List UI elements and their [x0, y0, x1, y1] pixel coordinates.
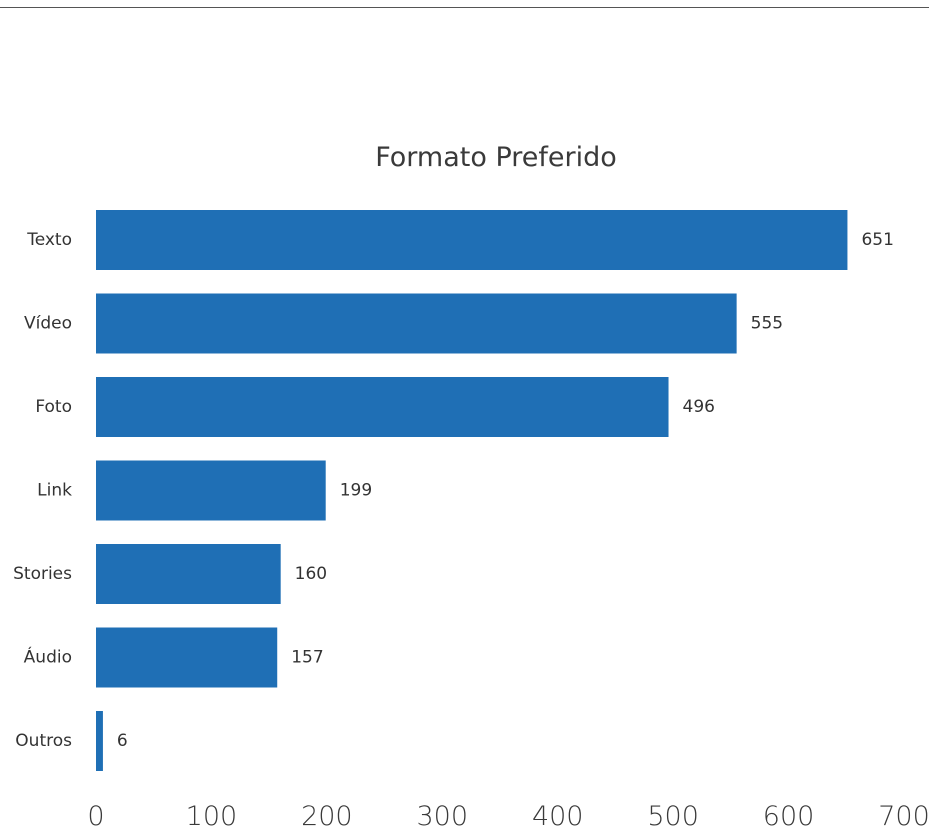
- bars-group: [96, 210, 848, 771]
- category-label-0: Texto: [26, 230, 72, 250]
- category-label-6: Outros: [15, 731, 72, 751]
- value-label-2: 496: [683, 397, 715, 417]
- bar-2: [96, 377, 669, 437]
- value-label-1: 555: [751, 314, 783, 334]
- category-labels-group: Texto Vídeo Foto Link Stories Áudio Outros: [13, 230, 72, 751]
- x-tick-label-5: 500: [647, 801, 699, 829]
- bar-4: [96, 544, 281, 604]
- chart-title: Formato Preferido: [375, 142, 617, 173]
- x-tick-label-4: 400: [532, 801, 584, 829]
- bar-3: [96, 460, 326, 521]
- top-divider-line: [0, 7, 929, 8]
- bar-1: [96, 293, 737, 354]
- value-label-5: 157: [291, 648, 323, 668]
- value-label-4: 160: [295, 564, 327, 584]
- value-label-0: 651: [861, 230, 893, 250]
- x-tick-label-7: 700: [878, 801, 929, 829]
- bar-6: [96, 711, 103, 771]
- category-label-5: Áudio: [24, 646, 72, 668]
- value-label-3: 199: [340, 481, 372, 501]
- category-label-2: Foto: [35, 397, 72, 417]
- bar-5: [96, 627, 278, 688]
- x-tick-label-1: 100: [186, 801, 238, 829]
- x-tick-label-3: 300: [417, 801, 469, 829]
- x-tick-label-0: 0: [87, 801, 104, 829]
- x-axis-ticks-group: 0 100 200 300 400 500 600 700: [87, 801, 929, 829]
- bar-0: [96, 210, 848, 270]
- value-label-6: 6: [117, 731, 128, 751]
- value-labels-group: 651 555 496 199 160 157 6: [117, 230, 894, 751]
- category-label-1: Vídeo: [24, 314, 72, 334]
- x-tick-label-6: 600: [763, 801, 815, 829]
- x-tick-label-2: 200: [301, 801, 353, 829]
- category-label-4: Stories: [13, 564, 72, 584]
- category-label-3: Link: [37, 481, 72, 501]
